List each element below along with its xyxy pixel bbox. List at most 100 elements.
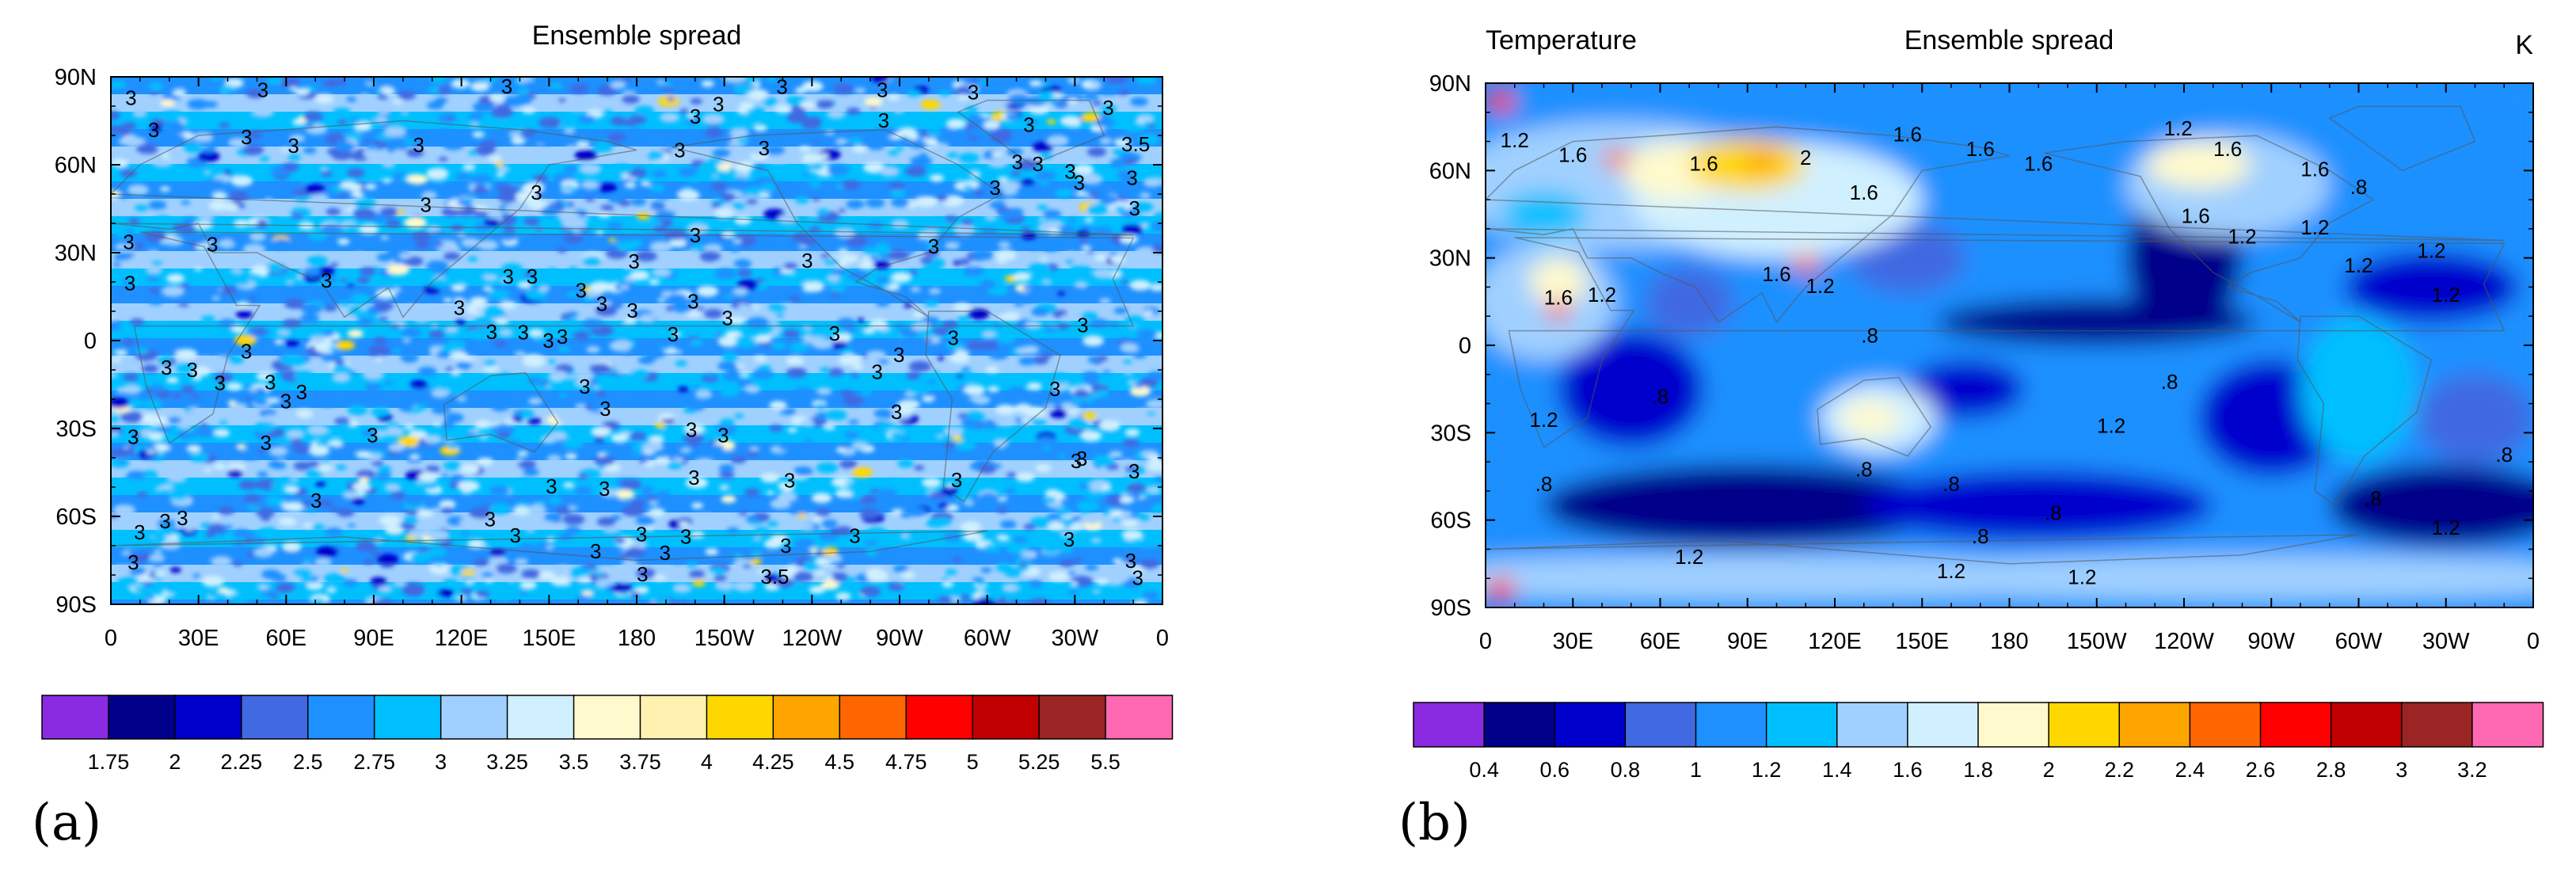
spread-cell (1080, 224, 1093, 231)
spread-cell (838, 208, 847, 213)
spread-cell (436, 351, 451, 359)
y-tick: 90N (1429, 71, 2533, 97)
spread-cell (652, 267, 672, 277)
spread-cell (592, 142, 614, 153)
spread-cell (523, 354, 545, 366)
spread-cell (930, 491, 946, 500)
spread-cell (469, 508, 491, 519)
spread-cell (500, 301, 517, 310)
spread-cell (957, 413, 968, 419)
spread-cell (660, 112, 680, 123)
spread-cell (618, 200, 631, 207)
spread-cell (224, 78, 244, 88)
spread-cell (858, 261, 875, 269)
contour-label: 3 (1076, 447, 1087, 470)
spread-cell (384, 125, 407, 137)
spread-cell (475, 590, 490, 598)
spread-cell (194, 267, 203, 272)
spread-cell (218, 85, 235, 94)
spread-cell (712, 148, 731, 158)
spread-cell (610, 81, 626, 89)
contour-label: .8 (1861, 323, 1878, 347)
spread-cell (299, 576, 314, 584)
contour-label: 3 (546, 474, 557, 498)
spread-cell (135, 143, 158, 154)
spread-cell (1124, 315, 1146, 326)
spread-cell (561, 438, 584, 449)
spread-cell (563, 233, 584, 244)
spread-cell (831, 268, 847, 276)
spread-cell (376, 554, 399, 565)
spread-cell (907, 508, 927, 518)
high-spread-region (2146, 141, 2251, 188)
spread-cell (295, 409, 314, 418)
spread-cell (597, 452, 606, 457)
colorbar-tick-label: 5.25 (1018, 750, 1060, 774)
spread-cell (504, 419, 515, 425)
spread-cell (317, 464, 333, 472)
spread-cell (727, 451, 739, 457)
spread-cell (325, 527, 343, 537)
spread-cell (1028, 598, 1051, 604)
spread-cell (496, 562, 517, 574)
spread-cell (1124, 557, 1138, 564)
contour-label: 3 (690, 105, 701, 128)
contour-label: 3 (636, 522, 647, 546)
spread-cell (150, 474, 158, 479)
spread-cell (474, 420, 492, 429)
spread-cell (435, 379, 456, 390)
spread-cell (749, 446, 759, 451)
contour-label: 3 (590, 539, 601, 563)
spread-cell (337, 119, 348, 125)
spread-cell (686, 562, 698, 568)
spread-cell (1037, 204, 1048, 211)
spread-cell (173, 89, 187, 97)
contour-label: 1.2 (2300, 215, 2329, 239)
spread-cell (166, 273, 185, 284)
spread-cell (586, 345, 600, 353)
spread-cell (968, 165, 978, 171)
spread-cell (293, 370, 314, 381)
spread-cell (499, 372, 512, 379)
spread-cell (573, 229, 581, 234)
spread-cell (329, 262, 339, 268)
spread-cell (432, 421, 441, 426)
spread-cell (976, 280, 997, 290)
spread-cell (166, 472, 188, 483)
coastline (925, 310, 1061, 503)
spread-cell (1092, 268, 1114, 279)
spread-cell (679, 109, 690, 114)
spread-cell (1014, 301, 1024, 307)
spread-cell (876, 276, 890, 284)
spread-cell (1039, 181, 1049, 186)
spread-cell (1048, 571, 1070, 582)
spread-cell (236, 444, 247, 450)
spread-cell (218, 239, 236, 249)
spread-cell (969, 77, 980, 82)
spread-cell (1101, 105, 1117, 113)
spread-cell (1097, 84, 1121, 96)
contour-label: 1.6 (1850, 181, 1878, 204)
spread-cell (980, 567, 992, 573)
spread-cell (210, 252, 221, 258)
spread-cell (767, 520, 779, 527)
spread-cell (921, 228, 940, 238)
spread-cell (632, 451, 641, 456)
spread-cell (538, 116, 561, 129)
spread-cell (111, 432, 120, 437)
spread-cell (405, 138, 416, 143)
spread-cell (827, 164, 850, 176)
spread-cell (455, 319, 466, 326)
spread-cell (1099, 195, 1118, 205)
spread-cell (669, 238, 687, 248)
spread-cell (469, 296, 489, 307)
spread-cell (378, 316, 389, 322)
spread-cell (121, 550, 131, 556)
spread-cell (331, 149, 353, 161)
spread-cell (116, 386, 129, 394)
y-tick: 60S (55, 505, 1162, 530)
spread-cell (754, 164, 767, 170)
spread-cell (483, 360, 497, 367)
spread-cell (762, 97, 778, 106)
spread-cell (895, 146, 904, 151)
